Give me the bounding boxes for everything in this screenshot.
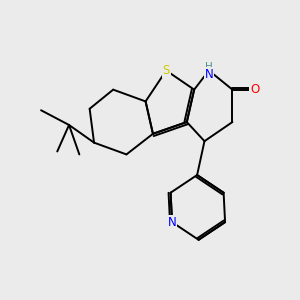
Text: N: N	[168, 216, 176, 229]
Text: N: N	[205, 68, 213, 80]
Text: H: H	[205, 62, 213, 72]
Text: S: S	[163, 64, 170, 77]
Text: O: O	[250, 83, 259, 96]
